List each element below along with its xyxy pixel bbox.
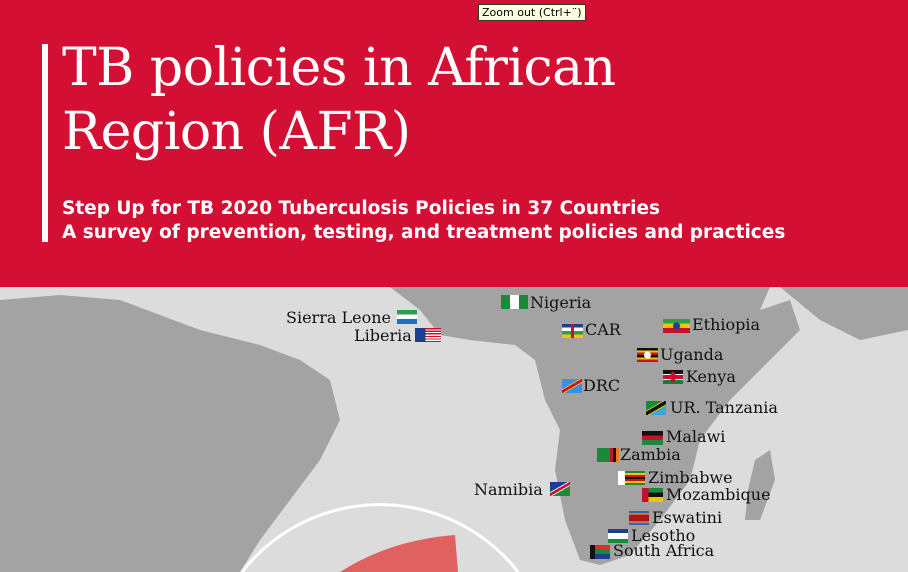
eswatini-flag: [629, 511, 649, 525]
nigeria-flag: [501, 295, 528, 309]
lesotho-flag: [608, 529, 628, 543]
liberia-flag: [415, 328, 441, 342]
country-label-ethiopia: Ethiopia: [692, 315, 761, 334]
africa-map: [0, 287, 908, 572]
country-label-sierra-leone: Sierra Leone: [286, 308, 391, 327]
africa-landmass: [390, 287, 800, 565]
south-africa-flag: [590, 545, 610, 559]
subtitle-line-2: A survey of prevention, testing, and tre…: [62, 222, 786, 243]
tanzania-flag: [646, 401, 666, 415]
country-label-kenya: Kenya: [686, 367, 736, 386]
header-banner: TB policies in African Region (AFR) Step …: [0, 0, 908, 287]
country-label-namibia: Namibia: [474, 480, 543, 499]
country-label-liberia: Liberia: [354, 326, 412, 345]
mozambique-flag: [642, 488, 663, 502]
country-label-zimbabwe: Zimbabwe: [648, 468, 733, 487]
zoom-out-tooltip: Zoom out (Ctrl+¨): [478, 4, 586, 21]
country-label-nigeria: Nigeria: [530, 293, 592, 312]
ethiopia-flag: [663, 319, 690, 333]
kenya-flag: [663, 370, 683, 384]
country-label-uganda: Uganda: [660, 345, 724, 364]
country-label-tanzania: UR. Tanzania: [670, 398, 778, 417]
malawi-flag: [642, 431, 663, 445]
country-label-zambia: Zambia: [620, 445, 681, 464]
zimbabwe-flag: [618, 471, 645, 485]
title-accent-bar: [42, 44, 48, 242]
country-label-car: CAR: [585, 320, 621, 339]
zambia-flag: [597, 448, 619, 462]
sierra-leone-flag: [397, 310, 417, 324]
south-america-landmass: [0, 295, 340, 572]
country-label-south-africa: South Africa: [613, 541, 715, 560]
madagascar-landmass: [745, 450, 775, 520]
uganda-flag: [637, 348, 658, 362]
subtitle-line-1: Step Up for TB 2020 Tuberculosis Policie…: [62, 198, 661, 219]
car-flag: [562, 324, 583, 338]
chart-circle-outline: [240, 503, 520, 572]
drc-flag: [562, 379, 582, 393]
country-label-eswatini: Eswatini: [652, 508, 723, 527]
namibia-flag: [550, 482, 570, 496]
country-label-drc: DRC: [583, 376, 621, 395]
page-title: TB policies in African Region (AFR): [62, 38, 616, 162]
arabia-landmass: [780, 287, 908, 340]
country-label-lesotho: Lesotho: [631, 526, 696, 545]
chart-segment: [340, 535, 458, 572]
country-label-mozambique: Mozambique: [666, 485, 771, 504]
country-label-malawi: Malawi: [666, 427, 726, 446]
